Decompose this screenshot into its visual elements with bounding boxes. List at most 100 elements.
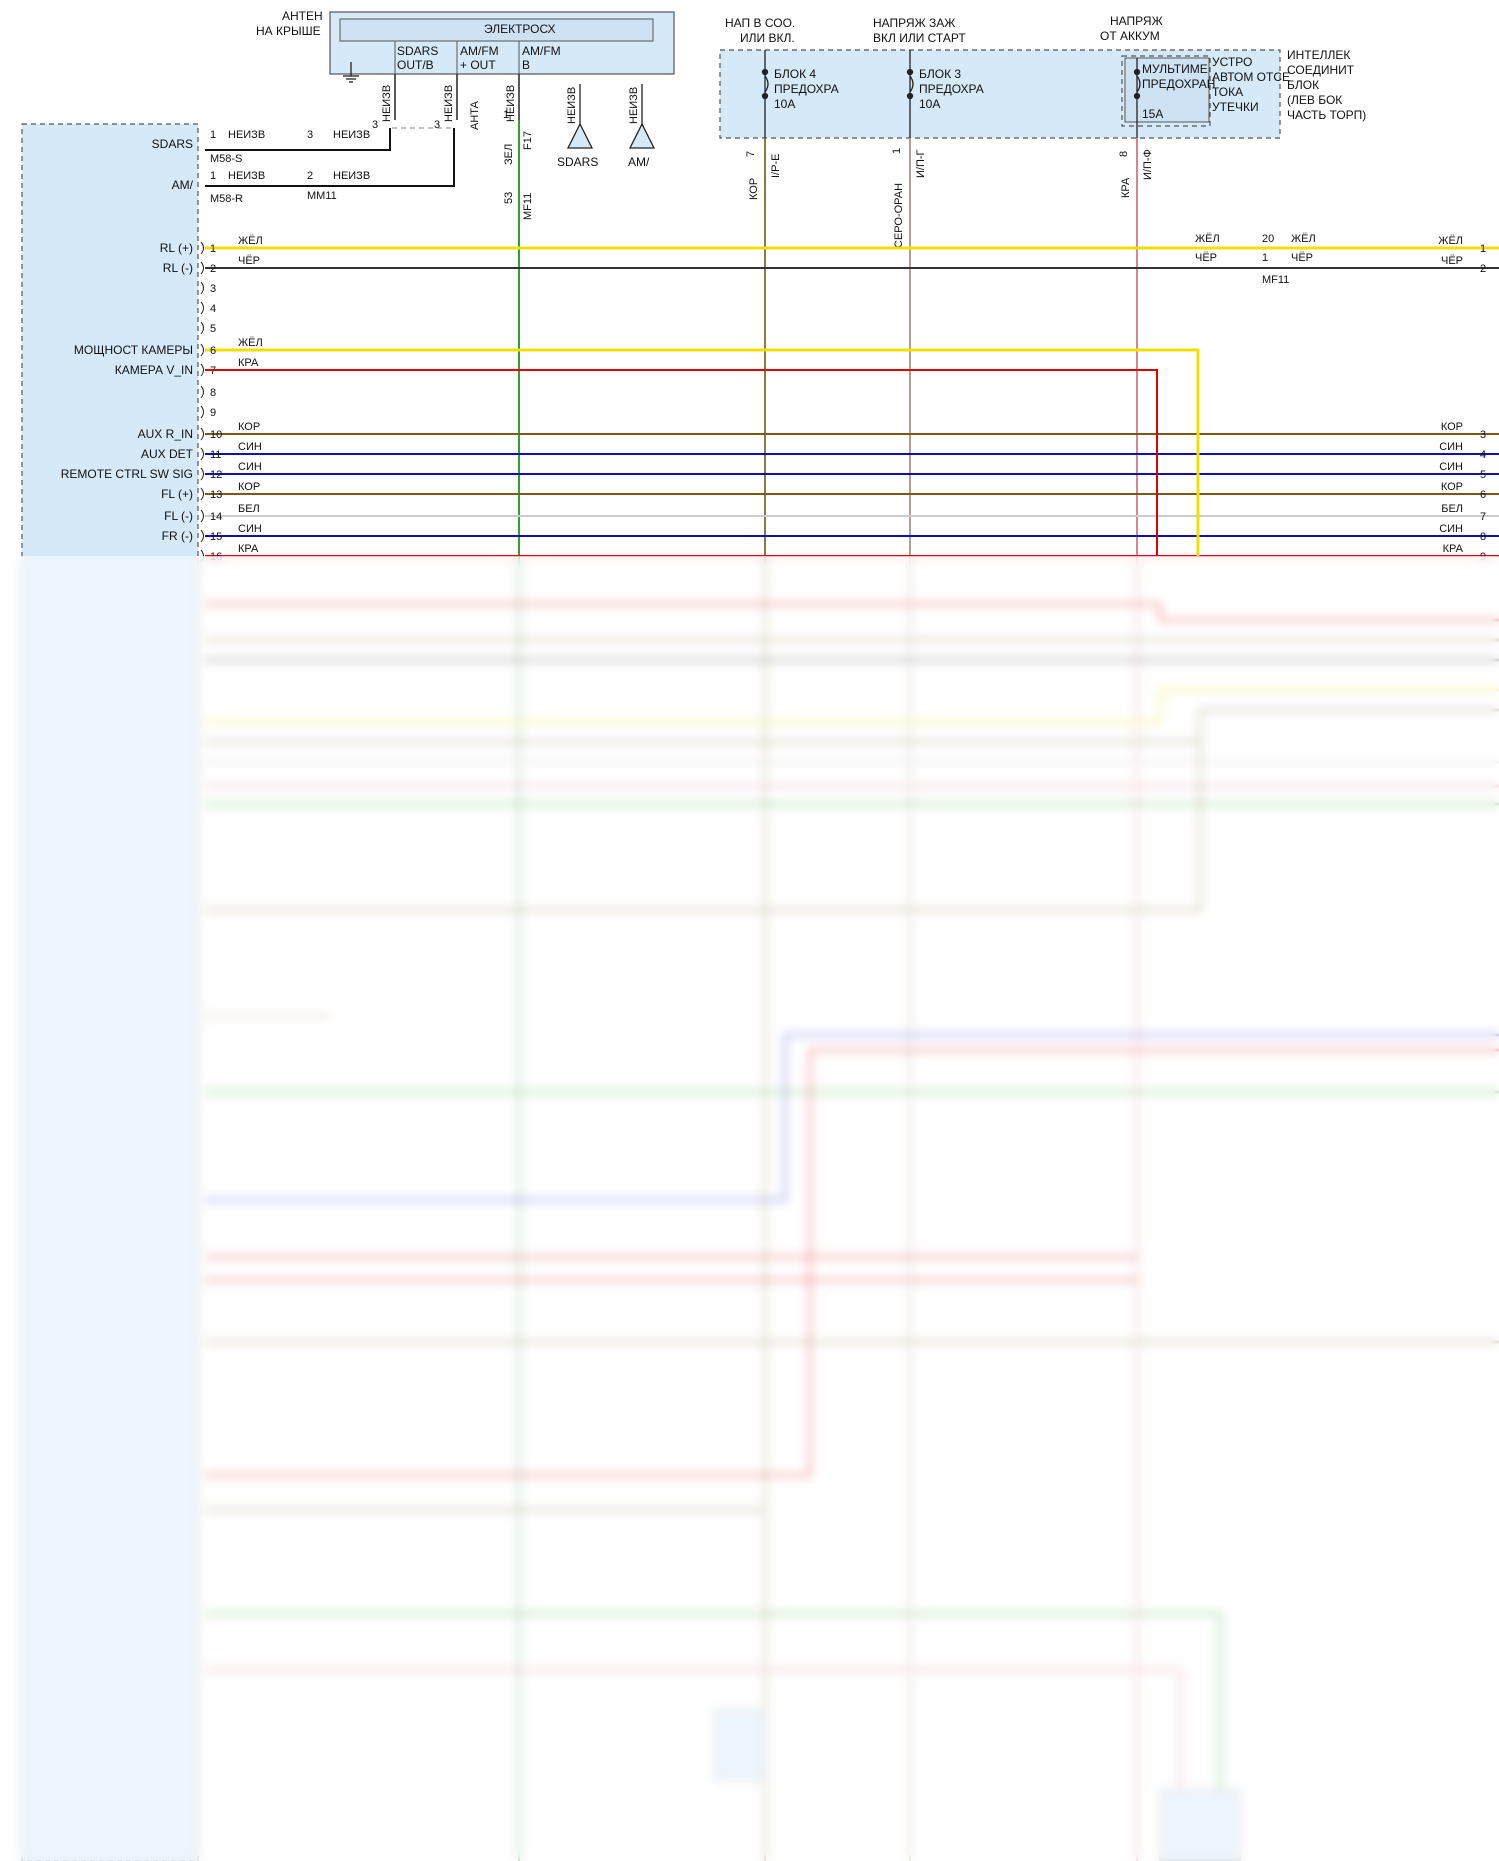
radio-pin-wire-label: СИН (238, 461, 262, 473)
fuse-3-line1: МУЛЬТИМЕ (1142, 62, 1208, 76)
fuse-2-circuit: И/П-Г (915, 149, 927, 178)
radio-pin-wire-label: ЖЁЛ (238, 337, 263, 349)
connector-pin-icon (200, 363, 204, 377)
fuse-2-line2: ПРЕДОХРА (919, 82, 984, 96)
right-pin-wire-label: СИН (1439, 441, 1463, 453)
sdars-antenna-wire: НЕИЗВ (566, 87, 578, 124)
inline-wire-b2: ЧЁР (1291, 252, 1313, 264)
fuse-1-line1: БЛОК 4 (774, 67, 816, 81)
fuse-1-wire-label: КОР (748, 178, 760, 200)
fuse-3-circuit: И/П-Ф (1142, 149, 1154, 180)
radio-pin-number: 13 (210, 489, 222, 501)
block-line: СОЕДИНИТ (1287, 63, 1355, 77)
inline-wire-b: ЧЁР (1195, 252, 1217, 264)
inline-pin-a: 20 (1262, 233, 1274, 245)
blurred-region (0, 556, 1499, 1861)
fuse-2-line3: 10A (919, 97, 940, 111)
radio-pin-signal: КАМЕРА V_IN (115, 363, 193, 377)
radio-pin-wire-label: КРА (238, 543, 259, 555)
antenna-wire-label: НЕИЗВ (443, 85, 455, 122)
radio-pin-number: 8 (210, 387, 216, 399)
am-antenna-wire: НЕИЗВ (628, 87, 640, 124)
radio-pin-signal: RL (-) (163, 261, 193, 275)
radio-pin-wire-label: ЖЁЛ (238, 235, 263, 247)
connector-pin-icon (200, 509, 204, 523)
fuse-2-line1: БЛОК 3 (919, 67, 961, 81)
sdars-conn: M58-S (210, 153, 242, 165)
am-inline-wire: НЕИЗВ (333, 170, 370, 182)
ecu-line: ТОКА (1212, 85, 1243, 99)
fuse-icon (761, 50, 769, 138)
fuse-1-circuit: I/P-E (770, 154, 782, 178)
am-wire: НЕИЗВ (228, 170, 265, 182)
radio-pin-number: 4 (210, 303, 216, 315)
radio-pin-signal: REMOTE CTRL SW SIG (61, 467, 193, 481)
sdars-antenna-label: SDARS (557, 155, 598, 169)
radio-pin-number: 1 (210, 243, 216, 255)
fuse-header-3a: НАПРЯЖ (1110, 14, 1163, 28)
radio-pin-number: 6 (210, 345, 216, 357)
right-pin-wire-label: ЖЁЛ (1438, 235, 1463, 247)
am-inline-pin: 2 (307, 170, 313, 182)
am-conn: M58-R (210, 193, 243, 205)
antenna-pin-label: 3 (434, 119, 440, 131)
antenna-col-sdars-out: OUT/B (397, 58, 434, 72)
antenna-col-sdars: SDARS (397, 44, 438, 58)
antenna-col-b: B (522, 58, 530, 72)
connector-pin-icon (200, 487, 204, 501)
connector-pin-icon (200, 241, 204, 255)
green-conn-bot: MF11 (522, 193, 534, 220)
block-line: ЧАСТЬ ТОРП) (1287, 108, 1366, 122)
right-pin-number: 8 (1480, 531, 1486, 543)
antenna-wire-label: АНТА (469, 100, 481, 130)
radio-pin-number: 11 (210, 449, 221, 461)
connector-pin-icon (200, 467, 204, 481)
am-antenna-label: AM/ (628, 155, 650, 169)
antenna-col-amfm-out: + OUT (460, 58, 496, 72)
radio-pin-wire-label: СИН (238, 523, 262, 535)
antenna-module-title: ЭЛЕКТРОСХ (484, 22, 556, 36)
inline-wire-a: ЖЁЛ (1195, 233, 1220, 245)
right-pin-number: 2 (1480, 263, 1486, 275)
green-wire-label: ЗЕЛ (503, 144, 515, 165)
block-line: ИНТЕЛЛЕК (1287, 48, 1350, 62)
right-pin-wire-label: БЕЛ (1441, 503, 1463, 515)
right-pin-number: 1 (1480, 243, 1486, 255)
inline-pin-b: 1 (1262, 252, 1268, 264)
right-pin-number: 6 (1480, 489, 1486, 501)
right-pin-wire-label: КОР (1441, 481, 1463, 493)
radio-pin-signal: FL (-) (164, 509, 193, 523)
fuse-1-line2: ПРЕДОХРА (774, 82, 839, 96)
sdars-antenna-icon (566, 84, 594, 149)
radio-pin-number: 3 (210, 283, 216, 295)
radio-pin-number: 15 (210, 531, 222, 543)
radio-pin-rows: RL (+) 1 ЖЁЛ RL (-) 2 ЧЁР 3 4 5 МОЩНОСТ КАМЕРЫ 6 ЖЁ… (61, 235, 1499, 563)
fuse-3-line3: 15A (1142, 107, 1163, 121)
radio-pin-signal: AUX R_IN (138, 427, 193, 441)
right-pin-number: 4 (1480, 449, 1486, 461)
radio-pin-signal: FL (+) (161, 487, 193, 501)
ecu-line: УТЕЧКИ (1212, 100, 1259, 114)
fuse-header-1a: НАП В СОО. (725, 16, 795, 30)
connector-pin-icon (200, 281, 204, 295)
ecu-line: АВТОМ ОТСЕ (1212, 70, 1290, 84)
radio-pin-number: 14 (210, 511, 222, 523)
fuse-1-line3: 10A (774, 97, 795, 111)
radio-pin-wire-label: КОР (238, 421, 260, 433)
ecu-line: УСТРО (1212, 55, 1252, 69)
right-pin-wire-label: КРА (1443, 543, 1464, 555)
ground-icon (343, 62, 359, 83)
connector-pin-icon (200, 301, 204, 315)
inline-wire-a2: ЖЁЛ (1291, 233, 1316, 245)
antenna-caption-2: НА КРЫШЕ (256, 24, 321, 38)
radio-pin-signal: МОЩНОСТ КАМЕРЫ (74, 343, 193, 357)
antenna-col-amfm: AM/FM (460, 44, 499, 58)
fuse-header-2b: ВКЛ ИЛИ СТАРТ (873, 31, 966, 45)
connector-pin-icon (200, 427, 204, 441)
fuse-2-wire-label: СЕРО-ОРАН (893, 183, 905, 248)
connector-pin-icon (200, 261, 204, 275)
connector-pin-icon (200, 321, 204, 335)
fuse-1-pin: 7 (745, 151, 757, 157)
radio-pin-wire-label: КРА (238, 357, 259, 369)
sdars-pin: 1 (210, 129, 216, 141)
